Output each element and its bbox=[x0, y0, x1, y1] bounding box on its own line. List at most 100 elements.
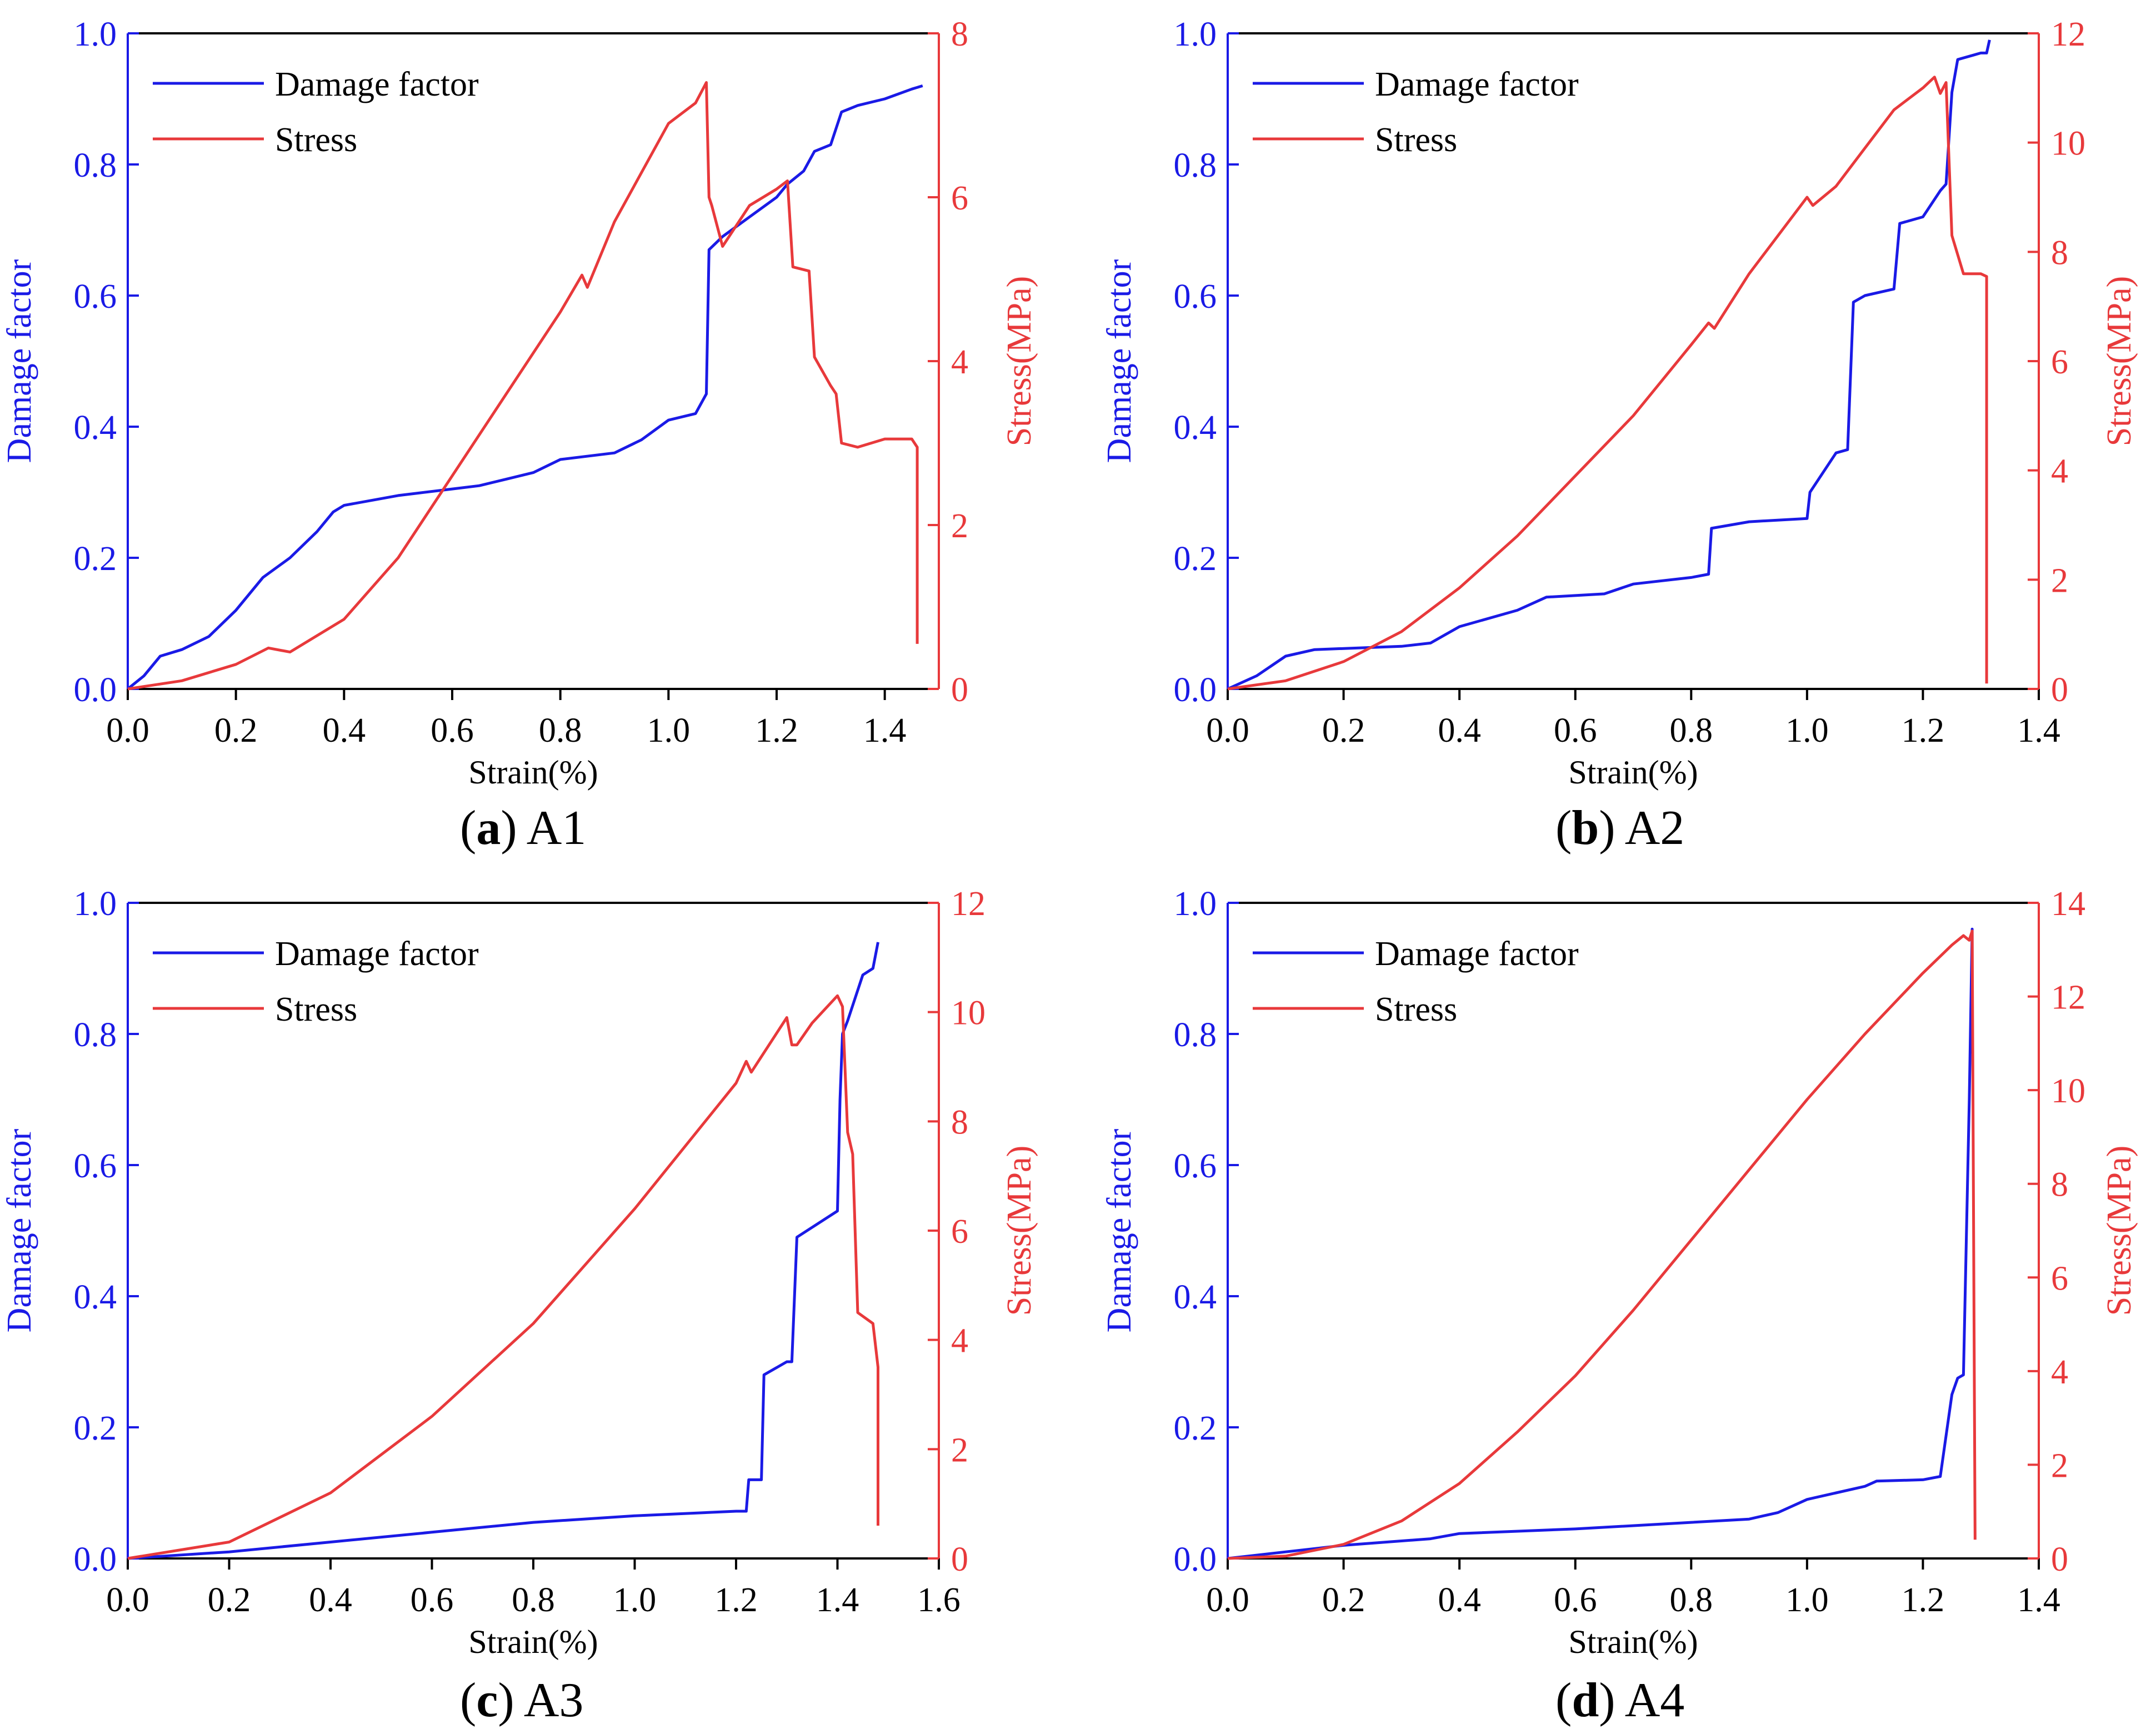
y-left-axis-label: Damage factor bbox=[1100, 1128, 1138, 1332]
y-right-tick-label: 2 bbox=[2051, 562, 2068, 599]
caption-letter: b bbox=[1572, 801, 1599, 855]
y-right-tick-label: 2 bbox=[951, 507, 968, 545]
x-tick-label: 0.2 bbox=[1322, 1581, 1365, 1619]
y-right-axis-label: Stress(MPa) bbox=[1001, 1146, 1038, 1316]
caption-d: (d) A4 bbox=[1555, 1673, 1685, 1727]
x-tick-label: 1.2 bbox=[714, 1581, 758, 1619]
x-tick-label: 1.4 bbox=[2017, 712, 2060, 749]
x-tick-label: 0.4 bbox=[1438, 712, 1481, 749]
y-left-tick-label: 0.6 bbox=[74, 1147, 117, 1185]
x-tick-label: 0.8 bbox=[1670, 712, 1713, 749]
x-tick-label: 0.4 bbox=[1438, 1581, 1481, 1619]
x-tick-label: 1.2 bbox=[755, 712, 798, 749]
y-left-tick-label: 0.0 bbox=[74, 671, 117, 709]
stress-series-line bbox=[1227, 930, 1977, 1560]
x-axis-label: Strain(%) bbox=[1568, 1623, 1698, 1660]
y-left-tick-label: 0.2 bbox=[1174, 540, 1217, 578]
x-axis-label: Strain(%) bbox=[468, 754, 598, 791]
x-tick-label: 0.4 bbox=[309, 1581, 352, 1619]
caption-title: A1 bbox=[526, 801, 587, 855]
caption-letter: d bbox=[1572, 1673, 1599, 1727]
damage-factor-series-line bbox=[1227, 927, 1974, 1560]
damage-factor-series-line bbox=[127, 84, 923, 690]
damage-factor-series-line bbox=[1227, 39, 1991, 691]
y-left-axis-label: Damage factor bbox=[1, 1128, 38, 1332]
y-right-tick-label: 0 bbox=[951, 1541, 968, 1578]
y-left-tick-label: 0.8 bbox=[1174, 1016, 1217, 1054]
y-right-tick-label: 6 bbox=[951, 1213, 968, 1251]
legend-label-stress: Stress bbox=[1375, 991, 1457, 1028]
caption-letter: c bbox=[476, 1673, 498, 1727]
stress-series-line bbox=[127, 81, 919, 691]
y-left-tick-label: 0.8 bbox=[74, 147, 117, 184]
stress-series-line bbox=[1227, 76, 1988, 691]
y-right-tick-label: 10 bbox=[2051, 1072, 2085, 1110]
y-right-tick-label: 0 bbox=[2051, 1541, 2068, 1578]
chart-panel-a: 0.0 0.2 0.4 0.6 0.8 1.0 1.2 1.4 Strain(%) 0.0 0.2 0… bbox=[1, 16, 1038, 791]
y-left-tick-label: 1.0 bbox=[74, 16, 117, 53]
y-left-tick-label: 0.4 bbox=[74, 409, 117, 447]
chart-panel-c: 0.0 0.2 0.4 0.6 0.8 1.0 1.2 1.4 1.6 Strain(%) 0.0 0… bbox=[1, 885, 1038, 1660]
x-tick-label: 0.6 bbox=[1554, 1581, 1597, 1619]
y-left-axis-label: Damage factor bbox=[1, 259, 38, 463]
y-left-tick-label: 0.0 bbox=[1174, 671, 1217, 709]
y-left-tick-label: 0.4 bbox=[1174, 1278, 1217, 1316]
y-right-tick-label: 2 bbox=[951, 1431, 968, 1469]
y-left-tick-label: 0.2 bbox=[74, 1410, 117, 1447]
caption-title: A4 bbox=[1624, 1673, 1685, 1727]
legend-label-damage: Damage factor bbox=[1375, 66, 1579, 103]
x-axis-label: Strain(%) bbox=[1568, 754, 1698, 791]
x-tick-label: 1.0 bbox=[1785, 1581, 1829, 1619]
x-tick-label: 0.2 bbox=[208, 1581, 251, 1619]
y-right-tick-label: 4 bbox=[951, 343, 968, 381]
x-tick-label: 1.0 bbox=[1785, 712, 1829, 749]
y-left-tick-label: 0.6 bbox=[74, 278, 117, 316]
x-tick-label: 0.0 bbox=[1206, 712, 1249, 749]
y-right-tick-label: 4 bbox=[2051, 453, 2068, 491]
y-right-tick-label: 12 bbox=[951, 885, 986, 923]
y-right-axis-label: Stress(MPa) bbox=[2100, 1146, 2138, 1316]
x-tick-label: 1.4 bbox=[816, 1581, 859, 1619]
chart-panel-b: 0.0 0.2 0.4 0.6 0.8 1.0 1.2 1.4 Strain(%) 0.0 0.2 0… bbox=[1100, 16, 2138, 791]
x-tick-label: 0.2 bbox=[1322, 712, 1365, 749]
x-tick-label: 0.8 bbox=[1670, 1581, 1713, 1619]
x-tick-label: 0.0 bbox=[106, 1581, 149, 1619]
y-left-tick-label: 1.0 bbox=[1174, 16, 1217, 53]
y-right-tick-label: 0 bbox=[2051, 671, 2068, 709]
x-tick-label: 1.2 bbox=[1902, 1581, 1945, 1619]
x-tick-label: 0.2 bbox=[214, 712, 258, 749]
x-tick-label: 1.4 bbox=[2017, 1581, 2060, 1619]
y-left-tick-label: 0.0 bbox=[1174, 1541, 1217, 1578]
legend-label-stress: Stress bbox=[275, 121, 357, 159]
x-tick-label: 1.0 bbox=[613, 1581, 657, 1619]
x-tick-label: 0.8 bbox=[539, 712, 582, 749]
y-left-tick-label: 1.0 bbox=[1174, 885, 1217, 923]
y-right-tick-label: 4 bbox=[951, 1322, 968, 1360]
y-left-axis-label: Damage factor bbox=[1100, 259, 1138, 463]
y-left-tick-label: 0.6 bbox=[1174, 1147, 1217, 1185]
legend-label-damage: Damage factor bbox=[1375, 935, 1579, 973]
legend-label-stress: Stress bbox=[1375, 121, 1457, 159]
y-right-axis-label: Stress(MPa) bbox=[2100, 276, 2138, 447]
y-right-tick-label: 8 bbox=[2051, 1166, 2068, 1204]
y-left-tick-label: 0.8 bbox=[1174, 147, 1217, 184]
y-right-tick-label: 4 bbox=[2051, 1353, 2068, 1391]
y-right-tick-label: 6 bbox=[951, 179, 968, 217]
y-right-tick-label: 12 bbox=[2051, 979, 2085, 1017]
caption-letter: a bbox=[476, 801, 501, 855]
y-right-tick-label: 2 bbox=[2051, 1447, 2068, 1485]
y-right-tick-label: 6 bbox=[2051, 1260, 2068, 1297]
x-tick-label: 0.6 bbox=[1554, 712, 1597, 749]
legend-label-damage: Damage factor bbox=[275, 935, 479, 973]
y-left-tick-label: 0.8 bbox=[74, 1016, 117, 1054]
x-tick-label: 1.4 bbox=[863, 712, 907, 749]
x-tick-label: 1.6 bbox=[917, 1581, 961, 1619]
y-left-tick-label: 0.2 bbox=[74, 540, 117, 578]
y-right-tick-label: 14 bbox=[2051, 885, 2085, 923]
y-right-tick-label: 6 bbox=[2051, 343, 2068, 381]
stress-series-line bbox=[127, 994, 879, 1560]
y-left-tick-label: 0.2 bbox=[1174, 1410, 1217, 1447]
caption-title: A3 bbox=[523, 1673, 584, 1727]
y-right-tick-label: 8 bbox=[951, 1103, 968, 1141]
